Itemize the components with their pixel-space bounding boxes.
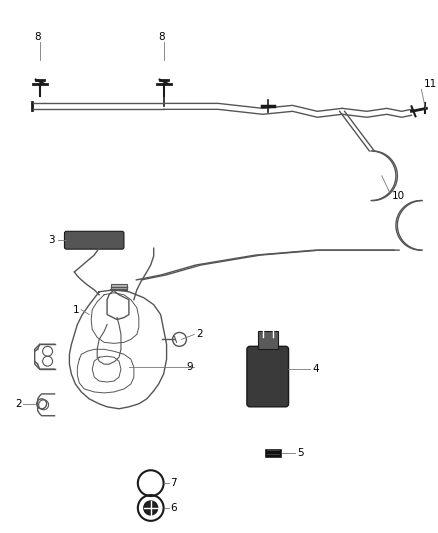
Bar <box>265 449 281 457</box>
Bar <box>111 284 127 290</box>
Text: 8: 8 <box>158 32 165 42</box>
FancyBboxPatch shape <box>64 231 124 249</box>
Text: 7: 7 <box>170 478 177 488</box>
Text: 11: 11 <box>424 78 437 88</box>
FancyBboxPatch shape <box>247 346 289 407</box>
Circle shape <box>144 501 158 515</box>
Text: 5: 5 <box>297 448 304 458</box>
Text: 3: 3 <box>48 235 55 245</box>
Text: 9: 9 <box>187 362 193 372</box>
Bar <box>258 332 278 349</box>
Text: 2: 2 <box>15 399 22 409</box>
Text: 10: 10 <box>392 191 405 200</box>
Text: 6: 6 <box>170 503 177 513</box>
Text: 1: 1 <box>73 305 79 314</box>
Text: 2: 2 <box>196 329 203 340</box>
Text: 4: 4 <box>312 364 319 374</box>
Text: 8: 8 <box>34 32 41 42</box>
